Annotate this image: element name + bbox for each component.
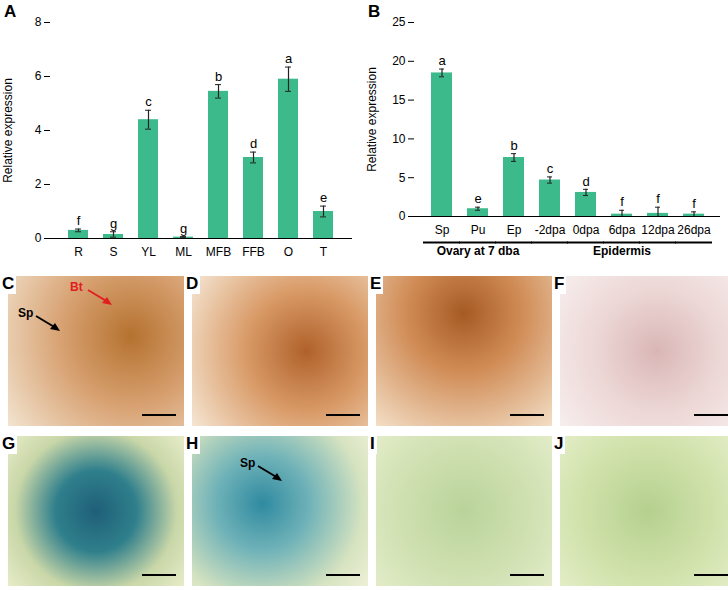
html-text:C: C [2, 274, 15, 293]
svg-text:O: O [284, 245, 293, 259]
svg-text:ML: ML [175, 245, 192, 259]
svg-text:4: 4 [35, 123, 42, 137]
svg-text:Sp: Sp [435, 223, 450, 237]
html-text:J: J [554, 434, 564, 453]
svg-text:g: g [180, 221, 187, 236]
svg-text:-2dpa: -2dpa [535, 223, 566, 237]
html-text:Sp: Sp [240, 456, 256, 470]
svg-text:g: g [110, 216, 117, 231]
svg-text:c: c [547, 161, 554, 176]
svg-text:6: 6 [35, 69, 42, 83]
svg-text:a: a [285, 51, 293, 66]
svg-text:f: f [77, 213, 81, 228]
svg-text:f: f [692, 196, 696, 211]
svg-text:f: f [656, 191, 660, 206]
svg-text:FFB: FFB [242, 245, 265, 259]
html-text:H: H [186, 434, 199, 453]
html-text:I: I [370, 434, 375, 453]
svg-text:d: d [582, 174, 589, 189]
svg-text:MFB: MFB [206, 245, 231, 259]
svg-text:Relative expression: Relative expression [1, 78, 15, 183]
html-text:B: B [368, 2, 381, 21]
svg-text:S: S [109, 245, 117, 259]
svg-text:b: b [215, 69, 222, 84]
svg-text:10: 10 [392, 132, 406, 146]
svg-text:26dpa: 26dpa [677, 223, 711, 237]
svg-text:5: 5 [399, 171, 406, 185]
svg-text:Epidermis: Epidermis [593, 244, 651, 258]
svg-text:Ovary at 7 dba: Ovary at 7 dba [437, 244, 520, 258]
svg-text:25: 25 [392, 15, 406, 29]
svg-text:2: 2 [35, 177, 42, 191]
svg-text:12dpa: 12dpa [641, 223, 675, 237]
svg-text:0: 0 [399, 209, 406, 223]
html-text:F: F [554, 274, 565, 293]
svg-text:15: 15 [392, 93, 406, 107]
svg-text:d: d [250, 136, 257, 151]
svg-text:YL: YL [141, 245, 156, 259]
svg-text:T: T [320, 245, 328, 259]
svg-text:e: e [474, 191, 481, 206]
svg-text:f: f [620, 194, 624, 209]
svg-text:6dpa: 6dpa [609, 223, 636, 237]
svg-text:20: 20 [392, 54, 406, 68]
svg-text:a: a [438, 53, 446, 68]
svg-text:Ep: Ep [507, 223, 522, 237]
svg-text:R: R [74, 245, 83, 259]
html-text:A: A [4, 2, 17, 21]
svg-text:c: c [145, 94, 152, 109]
svg-text:b: b [510, 138, 517, 153]
html-text:Bt: Bt [70, 280, 83, 294]
svg-text:Relative expression: Relative expression [365, 67, 379, 172]
html-text:Sp: Sp [18, 306, 34, 320]
svg-text:0dpa: 0dpa [573, 223, 600, 237]
html-text:G: G [2, 434, 16, 453]
svg-text:Pu: Pu [471, 223, 486, 237]
svg-text:e: e [320, 190, 327, 205]
svg-text:8: 8 [35, 15, 42, 29]
html-text:D: D [186, 274, 199, 293]
html-text:E: E [370, 274, 382, 293]
svg-text:0: 0 [35, 231, 42, 245]
